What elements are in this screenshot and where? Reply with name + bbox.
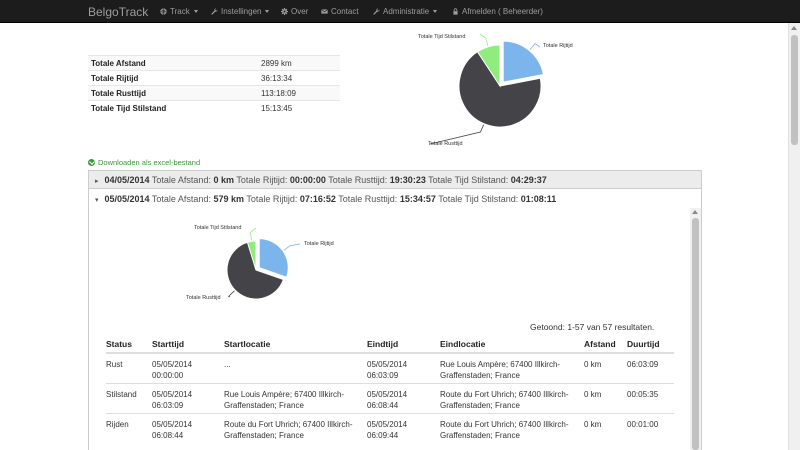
pie-leader-line	[227, 290, 235, 298]
trips-table: Status Starttijd Startlocatie Eindtijd E…	[106, 335, 674, 443]
lock-icon	[453, 8, 458, 15]
day-detail-panel	[88, 208, 702, 450]
summary-label: Totale Rusttijd	[88, 85, 258, 101]
nav-item-contact[interactable]: Contact	[321, 7, 359, 16]
nav-item-afmelden[interactable]: Afmelden ( Beheerder)	[452, 7, 543, 16]
table-header-row: Status Starttijd Startlocatie Eindtijd E…	[106, 335, 674, 354]
pie-leader-line	[283, 243, 301, 251]
pie-slice-totale-tijd-stilstand[interactable]	[246, 240, 257, 271]
pie-label-stilstand: Totale Tijd Stilstand	[194, 225, 242, 231]
cell-eindlocatie: Route du Fort Uhrich; 67400 Illkirch-Gra…	[440, 412, 584, 443]
pie-leader-line	[479, 33, 489, 46]
gear-icon	[281, 8, 288, 15]
pie-leader-line	[529, 43, 541, 51]
summary-label: Totale Rijtijd	[88, 70, 258, 86]
nav-item-administratie[interactable]: Administratie	[373, 7, 438, 16]
summary-pie-chart	[429, 33, 545, 145]
scroll-up-arrow-icon[interactable]	[791, 26, 797, 30]
cell-starttijd: 05/05/2014 06:08:44	[152, 412, 224, 443]
column-header[interactable]: Duurtijd	[627, 335, 674, 354]
cell-eindtijd: 05/05/2014 06:08:44	[367, 382, 440, 413]
envelope-icon	[321, 9, 328, 14]
cell-eindtijd: 05/05/2014 06:03:09	[367, 352, 440, 383]
chevron-down-icon	[433, 10, 438, 13]
summary-table: Totale Afstand 2899 km Totale Rijtijd 36:1…	[88, 55, 340, 116]
table-row[interactable]: Rust 05/05/2014 00:00:00 ... 05/05/2014 …	[106, 352, 674, 383]
result-count: Getoond: 1-57 van 57 resultaten.	[530, 322, 655, 332]
check-circle-icon	[88, 159, 95, 166]
chevron-right-icon: ▸	[95, 178, 99, 185]
cell-eindtijd: 05/05/2014 06:09:44	[367, 412, 440, 443]
summary-value: 113:18:09	[258, 85, 340, 101]
day-row-expanded[interactable]: ▾ 05/05/2014 Totale Afstand: 579 km Total…	[88, 189, 702, 208]
summary-value: 2899 km	[258, 55, 340, 71]
scroll-up-arrow-icon[interactable]	[692, 210, 698, 214]
cell-startlocatie: ...	[224, 352, 367, 383]
wrench-icon	[211, 8, 218, 15]
brand-logo[interactable]: BelgoTrack	[88, 5, 149, 19]
day-row-collapsed[interactable]: ▸ 04/05/2014 Totale Afstand: 0 km Totale …	[88, 170, 702, 189]
column-header[interactable]: Eindtijd	[367, 335, 440, 354]
summary-row: Totale Rusttijd 113:18:09	[88, 85, 340, 101]
pie-slice-totale-rusttijd[interactable]	[458, 51, 542, 128]
pie-slice-totale-tijd-stilstand[interactable]	[476, 44, 501, 88]
summary-label: Totale Tijd Stilstand	[88, 100, 258, 116]
pie-label-rusttijd: Totale Rusttijd	[428, 141, 463, 147]
summary-row: Totale Rijtijd 36:13:34	[88, 70, 340, 86]
nav-item-track[interactable]: Track	[160, 7, 198, 16]
summary-row: Totale Tijd Stilstand 15:13:45	[88, 100, 340, 116]
pie-slice-totale-rusttijd[interactable]	[226, 241, 285, 300]
chevron-down-icon	[193, 10, 198, 13]
cell-status: Rijden	[106, 412, 152, 443]
column-header[interactable]: Status	[106, 335, 152, 354]
cell-eindlocatie: Rue Louis Ampère; 67400 Illkirch-Graffen…	[440, 352, 584, 383]
cell-startlocatie: Route du Fort Uhrich; 67400 Illkirch-Gra…	[224, 412, 367, 443]
cell-afstand: 0 km	[584, 382, 627, 413]
cell-duurtijd: 00:05:35	[627, 382, 674, 413]
cell-eindlocatie: Route du Fort Uhrich; 67400 Illkirch-Gra…	[440, 382, 584, 413]
cell-starttijd: 05/05/2014 06:03:09	[152, 382, 224, 413]
column-header[interactable]: Eindlocatie	[440, 335, 584, 354]
pie-label-rijtijd: Totale Rijtijd	[304, 241, 334, 247]
wrench-icon	[373, 8, 380, 15]
nav-item-over[interactable]: Over	[281, 7, 308, 16]
navbar: BelgoTrack Track Instellingen Over Conta…	[0, 0, 800, 23]
pie-leader-line	[429, 124, 484, 145]
cell-afstand: 0 km	[584, 412, 627, 443]
chevron-down-icon	[265, 10, 270, 13]
chevron-down-icon: ▾	[95, 197, 99, 204]
table-row[interactable]: Rijden 05/05/2014 06:08:44 Route du Fort…	[106, 412, 674, 443]
column-header[interactable]: Startlocatie	[224, 335, 367, 354]
pie-slice-totale-rijtijd[interactable]	[502, 40, 545, 83]
pie-leader-line	[249, 227, 257, 241]
summary-row: Totale Afstand 2899 km	[88, 55, 340, 71]
nav-item-instellingen[interactable]: Instellingen	[211, 7, 270, 16]
cell-afstand: 0 km	[584, 352, 627, 383]
cell-duurtijd: 06:03:09	[627, 352, 674, 383]
summary-value: 36:13:34	[258, 70, 340, 86]
cell-starttijd: 05/05/2014 00:00:00	[152, 352, 224, 383]
table-row[interactable]: Stilstand 05/05/2014 06:03:09 Rue Louis …	[106, 382, 674, 413]
summary-label: Totale Afstand	[88, 55, 258, 71]
detail-scrollbar[interactable]	[690, 208, 701, 450]
day-pie-chart	[226, 227, 301, 300]
scroll-thumb[interactable]	[791, 35, 798, 145]
pie-label-stilstand: Totale Tijd Stilstand	[418, 34, 466, 40]
scroll-thumb[interactable]	[692, 218, 699, 450]
page-scrollbar[interactable]	[788, 23, 800, 450]
cell-status: Rust	[106, 352, 152, 383]
summary-value: 15:13:45	[258, 100, 340, 116]
pie-label-rijtijd: Totale Rijtijd	[543, 43, 573, 49]
globe-icon	[160, 8, 167, 15]
cell-startlocatie: Rue Louis Ampère; 67400 Illkirch-Graffen…	[224, 382, 367, 413]
pie-label-rusttijd: Totale Rusttijd	[186, 295, 221, 301]
cell-duurtijd: 00:01:00	[627, 412, 674, 443]
excel-download-link[interactable]: Downloaden als excel-bestand	[88, 158, 200, 167]
cell-status: Stilstand	[106, 382, 152, 413]
column-header[interactable]: Afstand	[584, 335, 627, 354]
column-header[interactable]: Starttijd	[152, 335, 224, 354]
pie-slice-totale-rijtijd[interactable]	[258, 238, 289, 278]
